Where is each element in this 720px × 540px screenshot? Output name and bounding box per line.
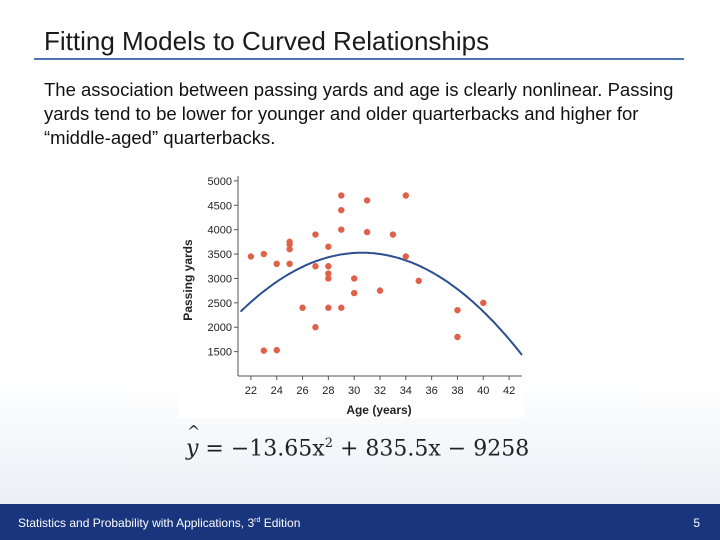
page-number: 5 [693,516,700,530]
body-paragraph: The association between passing yards an… [44,79,674,148]
y-tick-label: 3000 [208,273,232,285]
regression-equation: y ^ = −13.65x2 + 835.5x − 9258 [186,422,529,472]
data-point [402,253,410,260]
footer-citation: Statistics and Probability with Applicat… [18,516,301,530]
y-tick-label: 2000 [208,322,232,334]
data-point [338,304,345,311]
data-point [325,275,332,282]
title-rule [34,58,684,60]
x-tick-label: 30 [348,385,360,397]
equation-rest: + 835.5x − 9258 [332,436,530,462]
data-point [325,304,332,311]
data-point [415,277,422,285]
data-point [350,275,358,282]
data-point [402,192,410,199]
x-tick-label: 32 [374,385,386,397]
data-point [299,304,306,311]
data-point [286,238,293,246]
x-tick-label: 28 [322,385,334,397]
data-point [454,333,461,341]
data-point [312,231,319,238]
data-point [389,231,397,238]
y-tick-label: 4500 [208,200,232,212]
x-tick-label: 22 [245,385,257,397]
data-point [312,263,319,270]
data-point [363,228,371,236]
data-point [325,243,332,250]
data-point [338,226,345,233]
x-tick-label: 24 [271,385,283,397]
fitted-curve [239,251,523,356]
x-tick-label: 26 [296,385,308,397]
data-point [338,206,345,214]
x-tick-label: 42 [503,385,515,397]
equation-exponent: 2 [324,436,333,451]
y-tick-label: 1500 [208,347,232,359]
y-tick-label: 2500 [208,298,232,310]
slide-title: Fitting Models to Curved Relationships [44,26,490,56]
data-point [325,263,332,270]
x-tick-label: 34 [400,385,412,397]
x-tick-label: 36 [426,385,438,397]
data-point [260,250,268,258]
scatter-chart: 1500 2000 2500 3000 3500 4000 4500 5000 22 24 26 28… [178,170,524,418]
data-point [273,260,280,268]
scatter-plot-svg: 1500 2000 2500 3000 3500 4000 4500 5000 22 24 26 28… [181,176,523,417]
data-point [338,192,345,199]
y-tick-label: 5000 [208,176,232,188]
y-tick-label: 3500 [208,249,232,261]
data-point [286,260,293,268]
data-point [273,346,280,354]
y-hat: y ^ [186,422,201,462]
data-point [312,324,319,331]
y-tick-label: 4000 [208,225,232,237]
equation-middle: = −13.65x [198,436,325,462]
x-tick-label: 38 [451,385,463,397]
data-point [480,299,487,307]
data-point [350,289,358,297]
data-point [325,270,332,277]
data-point [376,287,384,294]
x-tick-label: 40 [477,385,489,397]
data-point [286,245,293,253]
data-point [260,347,268,354]
y-axis-label: Passing yards [181,239,195,321]
data-point [363,197,371,204]
x-axis-label: Age (years) [346,403,411,417]
data-point [454,306,461,314]
data-point [247,253,255,260]
footer-bar: Statistics and Probability with Applicat… [0,504,720,540]
